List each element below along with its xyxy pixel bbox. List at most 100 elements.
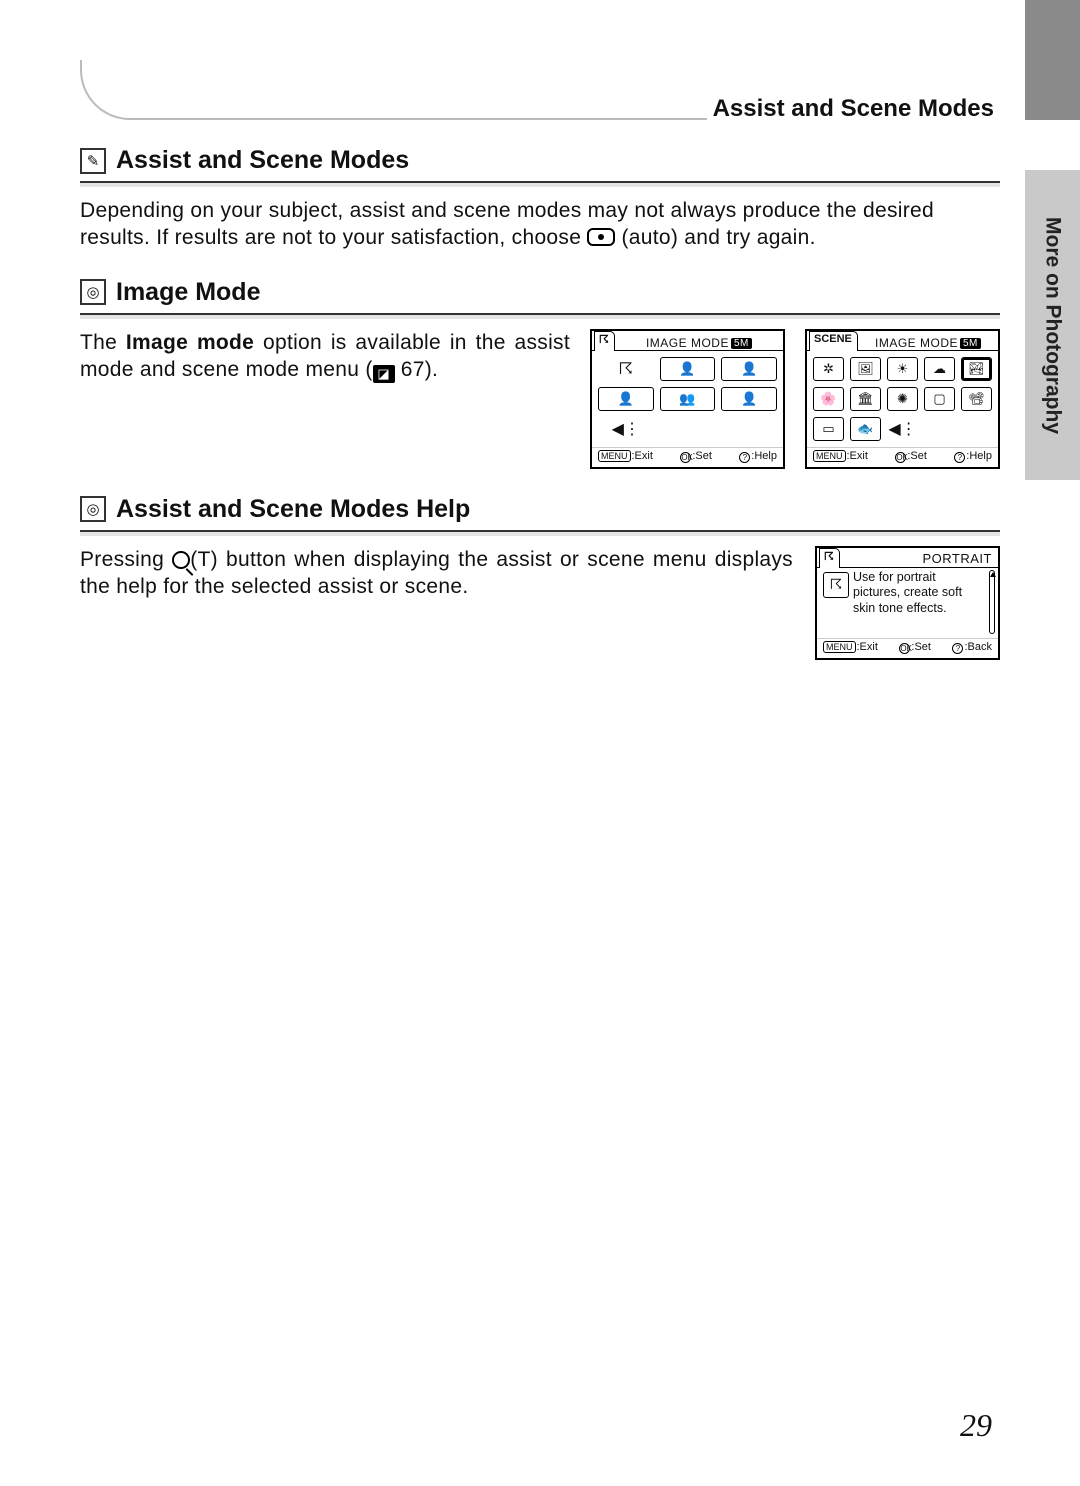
lcd-grid: ✲ 🖼 ☀ ☁ 🏞 🌸 🏛 ✺ ▢ 📽 ▭ 🐟 ◀⋮ <box>807 351 998 447</box>
footer-exit: MENU:Exit <box>813 450 868 463</box>
lcd-help-title: PORTRAIT <box>840 549 998 567</box>
footer-help: ?:Help <box>954 450 992 463</box>
lcd-tabbar: SCENE IMAGE MODE5M <box>807 331 998 351</box>
lcd-title-text: IMAGE MODE <box>875 336 958 350</box>
lcd-title: IMAGE MODE5M <box>858 333 998 350</box>
scene-cell: ▭ <box>813 417 844 441</box>
scrollbar-icon <box>989 570 995 634</box>
mode-cell: 👤 <box>660 357 716 381</box>
footer-help: ?:Help <box>739 450 777 463</box>
lcd-tab: SCENE <box>809 331 858 351</box>
page-ref-icon: ◪ <box>373 365 395 383</box>
lcd-screens: ☈ IMAGE MODE5M ☈ 👤 👤 👤 👥 👤 ◀⋮ <box>590 329 1000 469</box>
camera-auto-icon <box>587 228 615 246</box>
lcd-tabbar: ☈ PORTRAIT <box>817 548 998 568</box>
section-header: ◎ Assist and Scene Modes Help <box>80 495 1000 524</box>
scene-cell: ☁ <box>924 357 955 381</box>
body-text-b: (auto) and try again. <box>621 226 815 249</box>
section-rule <box>80 181 1000 187</box>
mode-cell: 👤 <box>598 387 654 411</box>
portrait-thumb-icon: ☈ <box>823 572 849 598</box>
footer-exit-label: :Exit <box>632 450 653 462</box>
scene-cell: 🏛 <box>850 387 881 411</box>
footer-help-label: :Help <box>751 450 777 462</box>
scene-cell: 🖼 <box>850 357 881 381</box>
help-btn-icon: ? <box>739 452 750 463</box>
manual-page: More on Photography Assist and Scene Mod… <box>0 0 1080 1486</box>
footer-back: ?:Back <box>952 641 992 654</box>
back-icon: ◀⋮ <box>598 417 654 441</box>
scene-cell: 🏞 <box>961 357 992 381</box>
page-number: 29 <box>960 1407 992 1444</box>
lcd-tabbar: ☈ IMAGE MODE5M <box>592 331 783 351</box>
lcd-title-text: IMAGE MODE <box>646 336 729 350</box>
scene-cell: 🌸 <box>813 387 844 411</box>
lcd-tab: ☈ <box>594 331 615 351</box>
section-title: Assist and Scene Modes <box>116 146 409 175</box>
body-text-a: Pressing <box>80 548 172 571</box>
mode-cell-empty <box>660 417 716 441</box>
menu-btn-icon: MENU <box>823 641 856 653</box>
lcd-grid: ☈ 👤 👤 👤 👥 👤 ◀⋮ <box>592 351 783 447</box>
ok-btn-icon: OK <box>895 452 906 463</box>
scene-cell: ☀ <box>887 357 918 381</box>
scene-cell: ✺ <box>887 387 918 411</box>
chapter-label: More on Photography <box>1041 217 1065 434</box>
pencil-icon: ✎ <box>80 148 106 174</box>
section-title: Image Mode <box>116 278 260 307</box>
lcd-help-body: ☈ Use for portrait pictures, create soft… <box>817 568 998 638</box>
section-image-mode: ◎ Image Mode The Image mode option is av… <box>80 278 1000 469</box>
section-header: ✎ Assist and Scene Modes <box>80 146 1000 175</box>
section-header: ◎ Image Mode <box>80 278 1000 307</box>
zoom-icon <box>172 551 190 569</box>
menu-btn-icon: MENU <box>813 450 846 462</box>
scene-cell: ✲ <box>813 357 844 381</box>
footer-set: OK:Set <box>680 450 712 463</box>
lcd-footer: MENU:Exit OK:Set ?:Help <box>807 447 998 467</box>
section-title: Assist and Scene Modes Help <box>116 495 470 524</box>
mode-cell-empty <box>721 417 777 441</box>
ok-btn-icon: OK <box>680 452 691 463</box>
chapter-sidebar: More on Photography <box>1025 170 1080 480</box>
image-mode-row: The Image mode option is available in th… <box>80 329 1000 469</box>
lcd-badge: 5M <box>960 338 981 349</box>
ok-btn-icon: OK <box>899 643 910 654</box>
mode-cell: 👤 <box>721 387 777 411</box>
back-icon: ◀⋮ <box>887 417 918 441</box>
help-row: Pressing (T) button when displaying the … <box>80 546 1000 660</box>
lcd-scene-mode: SCENE IMAGE MODE5M ✲ 🖼 ☀ ☁ 🏞 🌸 🏛 ✺ <box>805 329 1000 469</box>
lcd-assist-mode: ☈ IMAGE MODE5M ☈ 👤 👤 👤 👥 👤 ◀⋮ <box>590 329 785 469</box>
footer-exit-label: :Exit <box>857 641 878 653</box>
lcd-help: ☈ PORTRAIT ☈ Use for portrait pictures, … <box>815 546 1000 660</box>
footer-exit-label: :Exit <box>847 450 868 462</box>
scene-cell: ▢ <box>924 387 955 411</box>
section-assist-scene: ✎ Assist and Scene Modes Depending on yo… <box>80 146 1000 252</box>
section-rule <box>80 530 1000 536</box>
scene-cell-empty <box>924 417 955 441</box>
section-body: The Image mode option is available in th… <box>80 329 570 388</box>
lcd-title: IMAGE MODE5M <box>615 333 783 350</box>
lcd-badge: 5M <box>731 338 752 349</box>
edge-tab <box>1025 0 1080 120</box>
section-body: Depending on your subject, assist and sc… <box>80 197 1000 252</box>
scene-cell: 🐟 <box>850 417 881 441</box>
lcd-footer: MENU:Exit OK:Set ?:Help <box>592 447 783 467</box>
body-text-a: The <box>80 331 126 354</box>
help-text: Use for portrait pictures, create soft s… <box>853 570 992 632</box>
scene-cell: 📽 <box>961 387 992 411</box>
lens-icon: ◎ <box>80 496 106 522</box>
mode-cell: 👥 <box>660 387 716 411</box>
body-text-bold: Image mode <box>126 331 254 354</box>
section-help: ◎ Assist and Scene Modes Help Pressing (… <box>80 495 1000 660</box>
mode-cell: ☈ <box>598 357 654 381</box>
footer-set-label: :Set <box>907 450 927 462</box>
footer-exit: MENU:Exit <box>823 641 878 654</box>
menu-btn-icon: MENU <box>598 450 631 462</box>
page-header-frame: Assist and Scene Modes <box>80 60 1000 120</box>
page-header-title: Assist and Scene Modes <box>707 95 1000 123</box>
lcd-footer: MENU:Exit OK:Set ?:Back <box>817 638 998 658</box>
zoom-t-label: (T) <box>190 548 218 571</box>
scene-cell-empty <box>961 417 992 441</box>
footer-set-label: :Set <box>911 641 931 653</box>
section-rule <box>80 313 1000 319</box>
